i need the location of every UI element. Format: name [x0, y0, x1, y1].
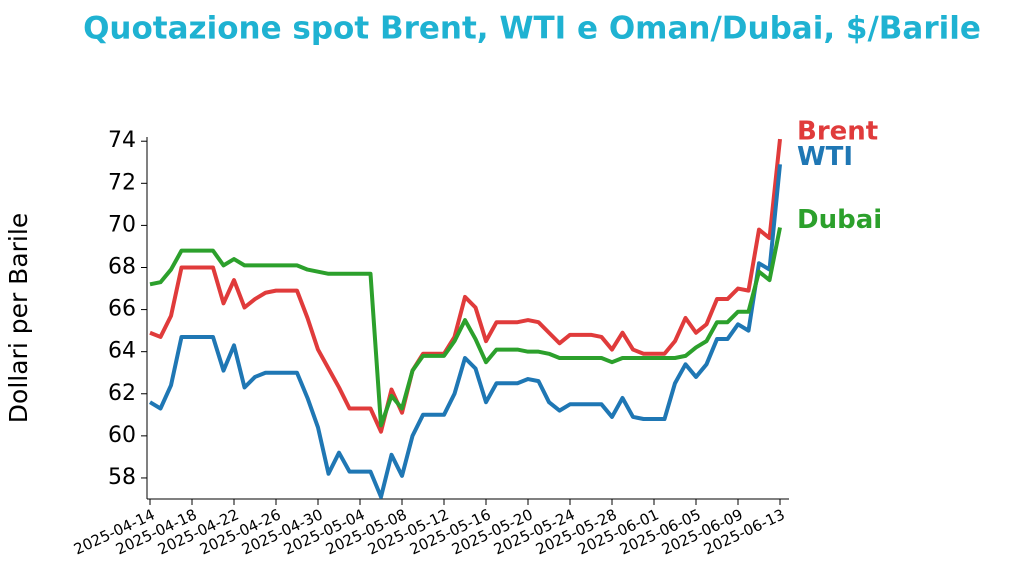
y-tick-label: 68 — [108, 254, 136, 279]
y-tick-label: 70 — [108, 212, 136, 237]
legend-label: Dubai — [797, 205, 882, 235]
y-axis-label: Dollari per Barile — [4, 213, 33, 423]
y-tick-label: 72 — [108, 170, 136, 195]
y-tick-label: 62 — [108, 381, 136, 406]
series-line — [148, 164, 782, 499]
y-tick-label: 58 — [108, 465, 136, 490]
legend-label: Brent — [797, 117, 878, 147]
y-tick-label: 60 — [108, 423, 136, 448]
y-tick-label: 74 — [108, 128, 136, 153]
series-line — [149, 138, 782, 434]
y-tick-label: 66 — [108, 297, 136, 322]
y-tick-label: 64 — [108, 339, 136, 364]
legend-label: WTI — [797, 142, 853, 172]
series-line — [149, 227, 782, 428]
chart-title: Quotazione spot Brent, WTI e Oman/Dubai,… — [83, 11, 981, 47]
